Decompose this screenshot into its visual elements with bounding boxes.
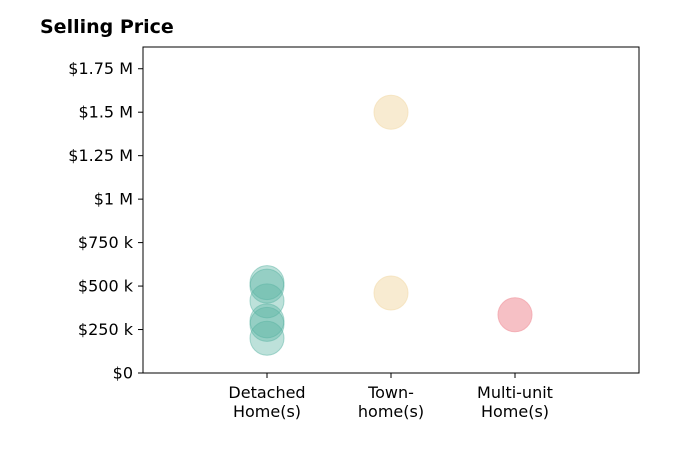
y-tick-label: $750 k bbox=[78, 233, 134, 252]
x-tick-label: Detached Home(s) bbox=[228, 383, 305, 421]
y-tick-label: $0 bbox=[113, 364, 133, 383]
data-point bbox=[249, 303, 285, 339]
y-tick-label: $500 k bbox=[78, 277, 134, 296]
y-tick-label: $1.75 M bbox=[68, 59, 133, 78]
data-point bbox=[373, 275, 409, 311]
x-axis: Detached Home(s) Town-home(s) Multi-unit Hom… bbox=[228, 373, 553, 421]
y-axis: $0 $250 k $500 k $750 k $1 M $1.25 M $1.5 M $1.… bbox=[68, 59, 143, 383]
data-point bbox=[249, 283, 285, 319]
y-tick-label: $250 k bbox=[78, 320, 134, 339]
x-tick-label: Town-home(s) bbox=[358, 383, 424, 421]
y-tick-label: $1.5 M bbox=[78, 103, 133, 122]
chart-title: Selling Price bbox=[40, 16, 174, 38]
data-point bbox=[249, 265, 285, 301]
y-tick-label: $1.25 M bbox=[68, 146, 133, 165]
data-point bbox=[373, 94, 409, 130]
data-point bbox=[497, 297, 533, 333]
points-layer bbox=[249, 94, 533, 356]
y-tick-label: $1 M bbox=[94, 190, 133, 209]
x-tick-label: Multi-unit Home(s) bbox=[477, 383, 553, 421]
